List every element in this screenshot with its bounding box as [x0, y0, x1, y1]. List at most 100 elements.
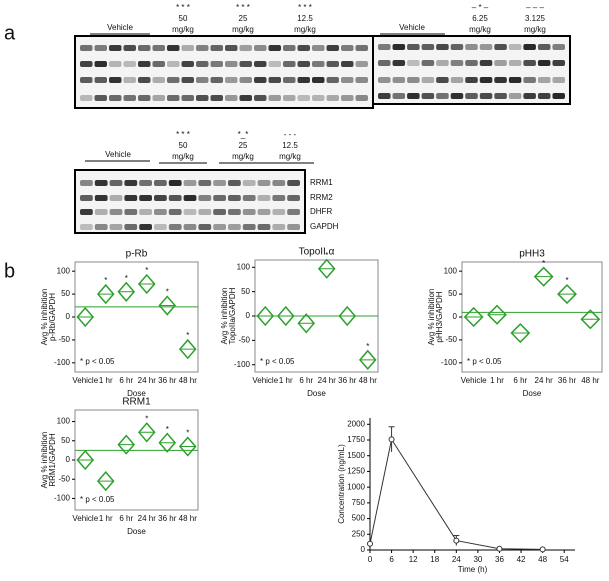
y-axis-label: RRM1/GAPDH — [48, 433, 57, 487]
dose-label: 25 — [239, 14, 248, 23]
y-tick-label: -50 — [445, 335, 457, 344]
blot-band — [152, 77, 165, 83]
y-tick-label: 2000 — [347, 419, 365, 428]
blot-band — [167, 77, 180, 83]
blot-band — [297, 61, 310, 67]
blot-band — [268, 61, 281, 67]
footnote: * p < 0.05 — [467, 357, 502, 366]
blot-band — [494, 60, 507, 66]
blot-band — [378, 93, 391, 99]
blot-band — [152, 45, 165, 51]
blot-band — [210, 77, 223, 83]
blot-band — [80, 95, 93, 101]
x-tick-label: 42 — [517, 555, 526, 564]
blot-band — [94, 95, 107, 101]
blot-band — [242, 224, 256, 230]
y-tick-label: -100 — [441, 358, 458, 367]
blot-band — [537, 60, 551, 66]
significance-star: * — [145, 414, 148, 423]
data-point — [496, 545, 503, 552]
x-tick-label: Vehicle — [72, 514, 98, 523]
blot-band — [465, 77, 478, 83]
blot-band — [123, 77, 136, 83]
x-tick-label: 30 — [473, 555, 482, 564]
blot-band — [287, 224, 300, 230]
significance-star: * — [325, 251, 328, 260]
blot-band — [254, 45, 267, 51]
blot-band — [239, 61, 252, 67]
x-tick-label: 24 — [452, 555, 461, 564]
blot-band — [257, 180, 271, 186]
blot-band — [407, 44, 420, 50]
blot-band — [283, 45, 296, 51]
blot-band — [436, 60, 449, 66]
row-label: RRM1 — [310, 178, 333, 187]
y-tick-label: 0 — [361, 545, 366, 554]
y-tick-label: 50 — [61, 289, 70, 298]
y-axis-label: Avg % inhibition — [40, 432, 49, 489]
blot-band — [552, 93, 565, 99]
y-tick-label: 100 — [237, 262, 251, 271]
blot-band — [552, 77, 565, 83]
blot-band — [242, 195, 256, 201]
blot-band — [154, 195, 167, 201]
blot-band — [80, 61, 93, 67]
significance-label: – * – — [472, 3, 489, 12]
blot-band — [479, 77, 493, 83]
blot-band — [109, 95, 122, 101]
blot-band — [183, 195, 197, 201]
blot-band — [450, 44, 464, 50]
blot-band — [242, 209, 256, 215]
blot-band — [341, 77, 354, 83]
chart-title: pHH3 — [519, 249, 545, 260]
y-tick-label: -100 — [234, 360, 251, 369]
y-tick-label: 750 — [352, 498, 366, 507]
y-tick-label: 100 — [444, 266, 458, 275]
blot-band — [392, 60, 406, 66]
x-axis-label: Dose — [127, 389, 146, 398]
x-tick-label: Vehicle — [72, 376, 98, 385]
blot-band — [326, 61, 339, 67]
significance-star: * — [186, 429, 189, 438]
x-tick-label: 48 — [538, 555, 547, 564]
blot-band — [479, 44, 493, 50]
chart-title: RRM1 — [122, 397, 151, 408]
blot-band — [341, 95, 354, 101]
significance-star: * — [186, 331, 189, 340]
blot-band — [198, 224, 212, 230]
chart-title: TopoII α — [299, 247, 335, 258]
y-axis-label: pHH3/GAPDH — [435, 291, 444, 342]
significance-star: * — [145, 266, 148, 275]
blot-band — [326, 45, 339, 51]
blot-band — [283, 77, 296, 83]
blot-band — [196, 95, 209, 101]
row-label: RRM2 — [310, 193, 333, 202]
y-tick-label: 0 — [66, 455, 71, 464]
blot-band — [378, 77, 391, 83]
blot-band — [80, 45, 93, 51]
blot-band — [257, 195, 271, 201]
blot-band — [287, 180, 300, 186]
footnote: * p < 0.05 — [80, 495, 115, 504]
blot-band — [537, 77, 551, 83]
x-tick-label: Vehicle — [252, 376, 278, 385]
blot-band — [355, 61, 368, 67]
blot-band — [508, 93, 522, 99]
x-tick-label: 36 hr — [338, 376, 357, 385]
blot-band — [183, 209, 197, 215]
x-tick-label: 1 hr — [99, 376, 113, 385]
chart-title: p-Rb — [126, 249, 148, 260]
y-axis-label: TopoIIa/GAPDH — [228, 287, 237, 344]
y-axis-label: p-Rb/GAPDH — [48, 293, 57, 341]
y-tick-label: 1250 — [347, 467, 365, 476]
row-label: DHFR — [310, 207, 332, 216]
blot-band — [168, 224, 182, 230]
y-tick-label: 50 — [241, 287, 250, 296]
row-label: GAPDH — [310, 222, 339, 231]
blot-band — [228, 195, 241, 201]
y-tick-label: 0 — [453, 312, 458, 321]
blot-band — [94, 77, 107, 83]
blot-band — [80, 77, 93, 83]
blot-band — [198, 195, 212, 201]
blot-band — [167, 61, 180, 67]
